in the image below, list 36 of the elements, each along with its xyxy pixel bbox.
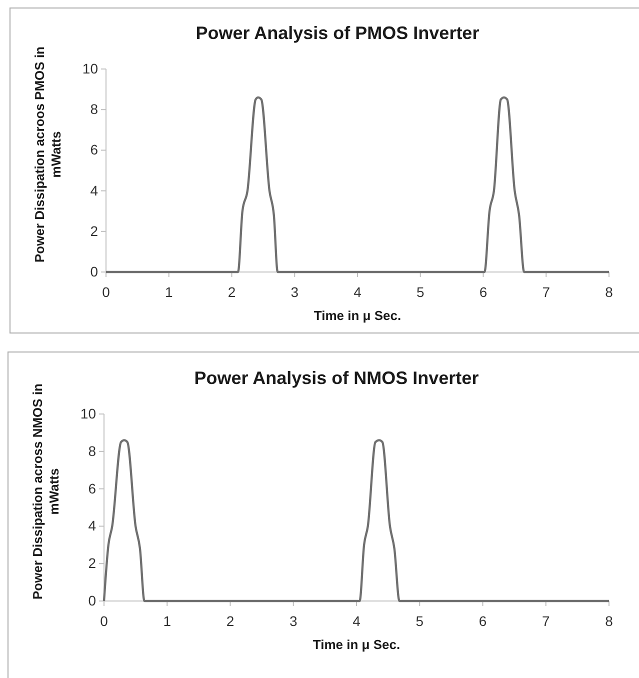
- x-axis-title: Time in μ Sec.: [314, 308, 402, 323]
- y-axis-title: Power Dissipation acroos PMOS in mWatts: [32, 46, 64, 262]
- chart-title: Power Analysis of PMOS Inverter: [196, 23, 480, 43]
- x-tick-label: 7: [542, 284, 550, 300]
- y-tick-label: 4: [88, 518, 96, 534]
- y-tick-label: 8: [88, 442, 96, 459]
- y-tick-label: 8: [90, 101, 98, 118]
- y-tick-label: 0: [90, 263, 98, 280]
- x-tick-label: 0: [100, 612, 108, 629]
- x-tick-label: 4: [354, 284, 362, 300]
- y-tick-label: 6: [90, 142, 98, 158]
- x-tick-label: 1: [163, 612, 172, 629]
- chart-title: Power Analysis of NMOS Inverter: [194, 368, 479, 388]
- x-tick-label: 4: [352, 612, 361, 629]
- x-tick-label: 8: [605, 612, 614, 629]
- x-tick-label: 7: [542, 612, 550, 629]
- y-tick-label: 2: [90, 222, 98, 239]
- y-axis-title: Power Dissipation across NMOS in mWatts: [30, 383, 62, 600]
- x-tick-label: 0: [102, 284, 110, 300]
- x-tick-label: 6: [479, 284, 488, 300]
- y-tick-label: 2: [88, 555, 96, 572]
- y-tick-label: 10: [82, 60, 98, 76]
- x-tick-label: 5: [416, 612, 424, 629]
- x-axis-title: Time in μ Sec.: [312, 637, 400, 652]
- x-tick-label: 3: [290, 284, 299, 300]
- x-tick-label: 2: [226, 612, 234, 629]
- x-tick-label: 8: [605, 284, 614, 300]
- x-tick-label: 5: [416, 284, 424, 300]
- y-tick-label: 10: [80, 405, 96, 422]
- y-tick-label: 4: [90, 182, 98, 198]
- y-tick-label: 0: [88, 592, 96, 608]
- y-tick-label: 6: [88, 480, 96, 496]
- x-tick-label: 2: [228, 284, 236, 300]
- x-tick-label: 6: [478, 612, 487, 629]
- x-tick-label: 3: [289, 612, 298, 629]
- x-tick-label: 1: [164, 284, 173, 300]
